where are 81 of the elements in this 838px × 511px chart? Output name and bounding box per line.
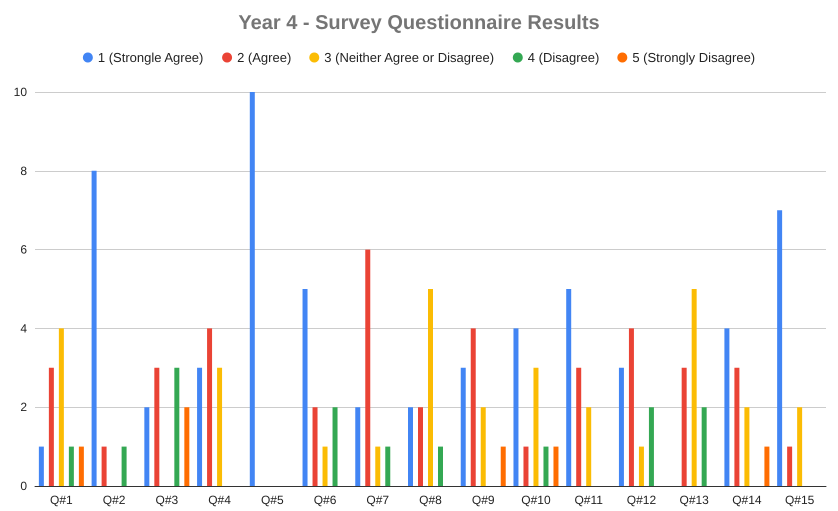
legend-label: 3 (Neither Agree or Disagree) <box>324 50 494 65</box>
bar <box>58 328 64 486</box>
y-tick-label: 4 <box>20 321 28 336</box>
bar <box>92 170 97 486</box>
legend-label: 2 (Agree) <box>237 50 292 65</box>
bar <box>250 92 255 486</box>
bar <box>734 368 740 486</box>
x-tick-label: Q#1 <box>50 493 74 507</box>
x-tick-label: Q#11 <box>574 493 604 507</box>
bar <box>543 446 548 486</box>
x-tick-label: Q#9 <box>472 493 495 507</box>
x-tick-label: Q#6 <box>314 493 337 507</box>
legend-label: 1 (Strongle Agree) <box>98 50 204 65</box>
bar <box>174 368 180 486</box>
bar <box>78 446 84 486</box>
bar <box>197 368 202 486</box>
bar <box>207 328 212 486</box>
bar <box>355 407 360 486</box>
bar <box>408 407 413 486</box>
bar <box>638 446 644 486</box>
bar <box>702 407 707 486</box>
bar <box>217 368 222 486</box>
bar <box>302 289 308 486</box>
bar <box>322 446 328 486</box>
bar <box>460 368 466 486</box>
bar <box>787 446 792 486</box>
x-tick-label: Q#7 <box>366 493 390 507</box>
bar <box>586 407 592 486</box>
x-tick-label: Q#8 <box>419 493 442 507</box>
bar <box>38 446 44 486</box>
bar <box>566 289 572 486</box>
bar <box>500 446 506 486</box>
bar <box>470 328 476 486</box>
y-tick-label: 10 <box>14 85 28 99</box>
x-tick-label: Q#3 <box>155 493 178 507</box>
bar <box>628 328 634 486</box>
bar <box>480 407 486 486</box>
bar <box>692 289 697 486</box>
bar <box>553 446 558 486</box>
bar <box>144 407 150 486</box>
bar <box>332 407 338 486</box>
bar <box>797 407 802 486</box>
bar <box>764 446 770 486</box>
bar <box>523 446 528 486</box>
bar <box>576 368 582 486</box>
bar <box>102 446 107 486</box>
y-tick-label: 6 <box>20 242 28 257</box>
bar <box>777 210 782 486</box>
x-tick-label: Q#5 <box>260 493 284 507</box>
chart-title: Year 4 - Survey Questionnaire Results <box>238 12 600 34</box>
bar <box>154 368 160 486</box>
bar <box>68 446 74 486</box>
x-tick-label: Q#10 <box>521 493 551 507</box>
bar <box>618 368 624 486</box>
bar <box>184 407 190 486</box>
bar <box>122 446 127 486</box>
bar <box>513 328 518 486</box>
bar <box>682 368 687 486</box>
bar <box>418 407 423 486</box>
x-tick-label: Q#15 <box>784 493 815 507</box>
bar <box>312 407 318 486</box>
x-tick-label: Q#13 <box>679 493 710 507</box>
bar <box>724 328 730 486</box>
bar <box>744 407 750 486</box>
x-tick-label: Q#4 <box>208 493 232 507</box>
legend-label: 4 (Disagree) <box>528 50 600 65</box>
x-tick-label: Q#14 <box>732 493 762 507</box>
bar <box>648 407 654 486</box>
bar <box>438 446 443 486</box>
bar <box>533 368 538 486</box>
legend-label: 5 (Strongly Disagree) <box>632 50 756 65</box>
x-tick-label: Q#2 <box>102 493 126 507</box>
bar <box>375 446 380 486</box>
x-tick-label: Q#12 <box>626 493 656 507</box>
bar <box>48 368 54 486</box>
y-tick-label: 2 <box>20 400 28 414</box>
y-tick-label: 8 <box>20 164 28 178</box>
bar <box>365 250 370 486</box>
bar <box>385 446 390 486</box>
bar <box>428 289 433 486</box>
y-tick-label: 0 <box>20 479 28 493</box>
